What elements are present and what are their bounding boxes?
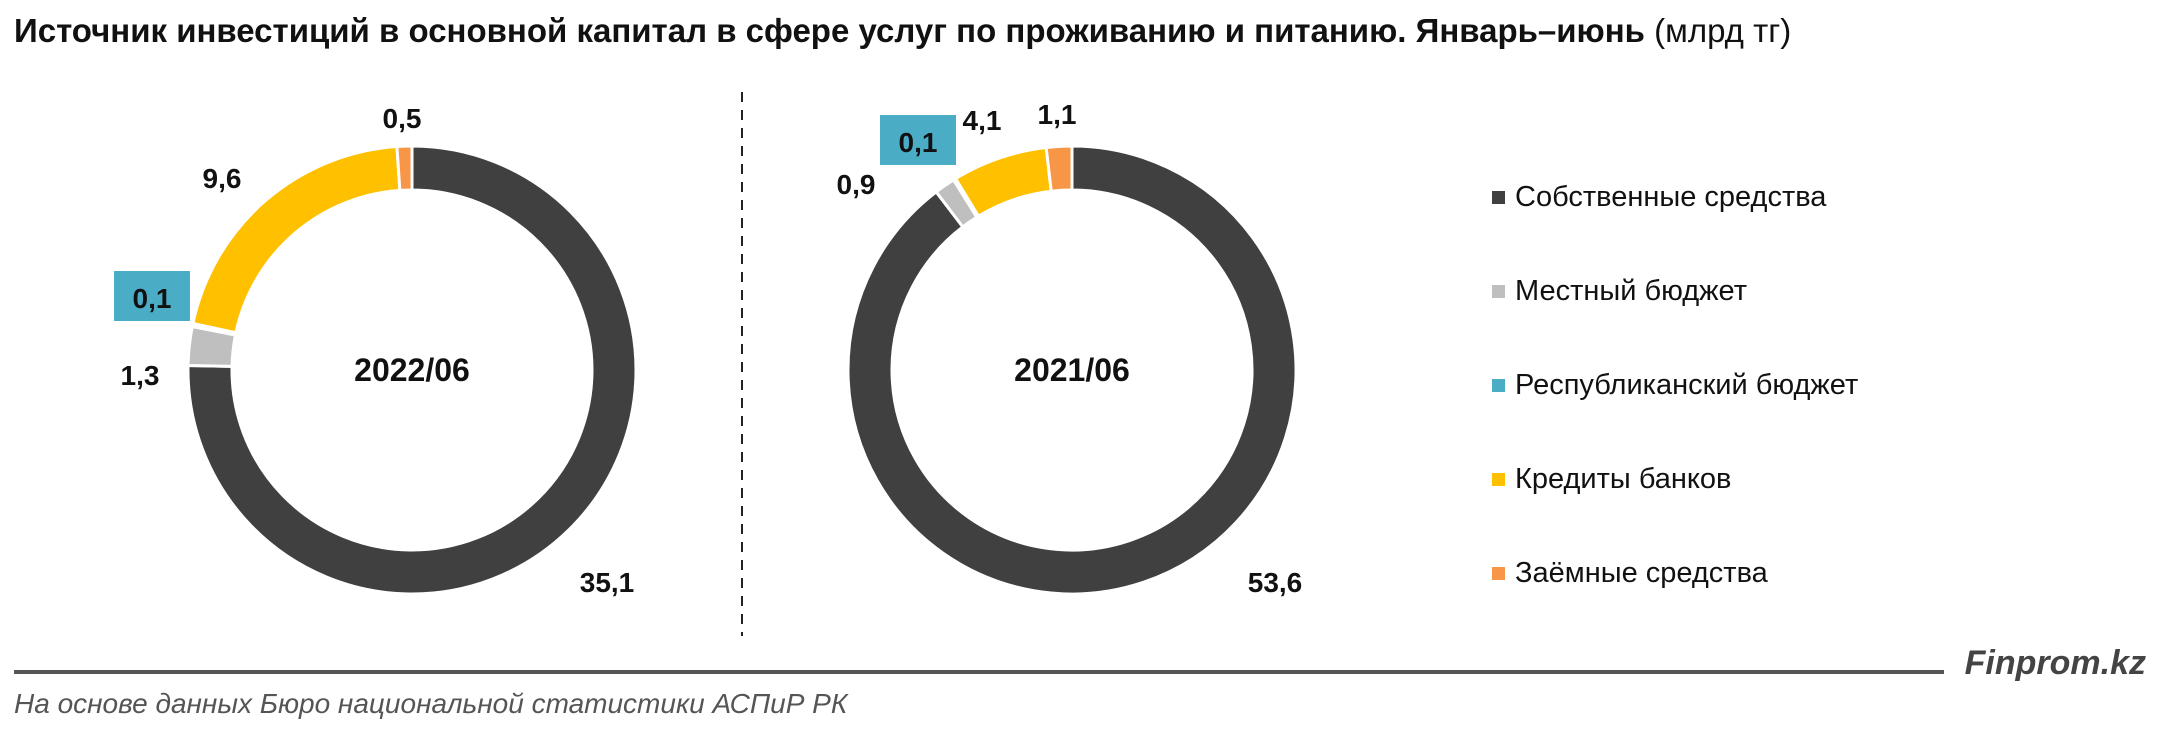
donut-center-label: 2021/06	[1014, 352, 1130, 388]
legend-label: Местный бюджет	[1515, 274, 1747, 307]
legend-item: Республиканский бюджет	[1492, 338, 1858, 432]
data-label: 35,1	[580, 567, 635, 598]
data-label: 9,6	[203, 163, 242, 194]
chart-title-main: Источник инвестиций в основной капитал в…	[14, 12, 1645, 49]
donut-center-label: 2022/06	[354, 352, 470, 388]
source-note: На основе данных Бюро национальной стати…	[14, 688, 848, 719]
legend-label: Заёмные средства	[1515, 556, 1768, 589]
legend-label: Республиканский бюджет	[1515, 368, 1859, 401]
legend-item: Местный бюджет	[1492, 244, 1858, 338]
data-label: 0,5	[383, 103, 422, 134]
footer-divider	[14, 670, 1944, 674]
legend: Собственные средства Местный бюджет Респ…	[1492, 150, 1858, 620]
legend-swatch	[1492, 190, 1505, 204]
data-label-box	[880, 115, 956, 165]
legend-swatch	[1492, 378, 1505, 392]
legend-swatch	[1492, 284, 1505, 298]
donut-slice	[395, 144, 414, 193]
legend-label: Собственные средства	[1515, 180, 1827, 213]
legend-item: Собственные средства	[1492, 150, 1858, 244]
brand-logo: Finprom.kz	[1964, 644, 2146, 682]
donut-slice	[186, 144, 638, 596]
donut-slice	[846, 144, 1298, 596]
donut-chart: 53,6 0,9 0,1 4,1 1,1 2021/06	[837, 99, 1303, 598]
legend-item: Кредиты банков	[1492, 432, 1858, 526]
data-label: 53,6	[1248, 567, 1303, 598]
donut-chart: 35,1 1,3 0,1 9,6 0,5 2022/06	[114, 103, 638, 598]
data-label: 4,1	[963, 105, 1002, 136]
data-label: 0,9	[837, 169, 876, 200]
legend-label: Кредиты банков	[1515, 462, 1732, 495]
data-label: 1,3	[121, 360, 160, 391]
legend-item: Заёмные средства	[1492, 526, 1858, 620]
chart-title-unit: (млрд тг)	[1654, 12, 1792, 49]
data-label: 0,1	[899, 127, 938, 158]
data-label: 0,1	[133, 283, 172, 314]
data-label-box	[114, 271, 190, 321]
data-label: 1,1	[1038, 99, 1077, 130]
legend-swatch	[1492, 566, 1505, 580]
donut-slice	[1044, 144, 1074, 193]
chart-title: Источник инвестиций в основной капитал в…	[14, 12, 1791, 50]
legend-swatch	[1492, 472, 1505, 486]
